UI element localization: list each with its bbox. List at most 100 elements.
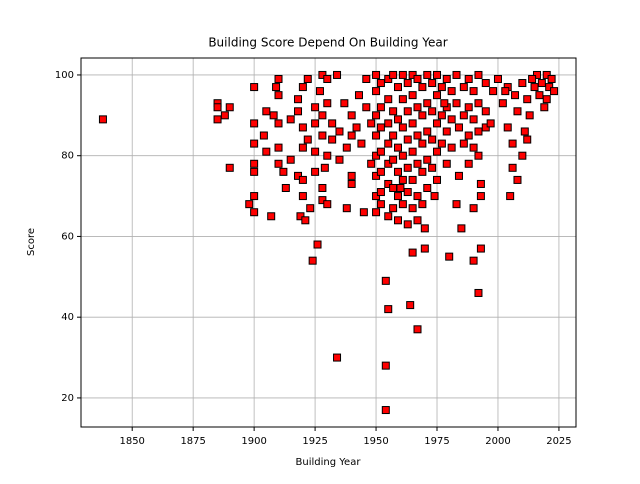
point (225, 163, 234, 172)
point (296, 212, 305, 221)
point (428, 135, 437, 144)
point (420, 224, 429, 233)
point (274, 91, 283, 100)
point (408, 70, 417, 79)
point (298, 192, 307, 201)
point (303, 135, 312, 144)
point (418, 200, 427, 209)
point (408, 204, 417, 213)
point (372, 192, 381, 201)
point (518, 79, 527, 88)
point (398, 70, 407, 79)
point (384, 119, 393, 128)
y-tick-label: 60 (61, 231, 74, 242)
point (408, 119, 417, 128)
point (474, 288, 483, 297)
point (493, 74, 502, 83)
point (452, 70, 461, 79)
point (489, 87, 498, 96)
point (454, 171, 463, 180)
point (532, 70, 541, 79)
point (528, 74, 537, 83)
point (318, 183, 327, 192)
point (389, 131, 398, 140)
point (384, 179, 393, 188)
x-tick-label: 2000 (485, 436, 510, 447)
point (376, 103, 385, 112)
point (459, 139, 468, 148)
point (381, 276, 390, 285)
point (503, 123, 512, 132)
point (423, 127, 432, 136)
point (518, 151, 527, 160)
point (413, 131, 422, 140)
point (398, 151, 407, 160)
point (318, 131, 327, 140)
point (393, 216, 402, 225)
point (320, 163, 329, 172)
point (313, 240, 322, 249)
point (442, 127, 451, 136)
point (372, 171, 381, 180)
point (274, 159, 283, 168)
x-tick-label: 1950 (363, 436, 388, 447)
point (447, 143, 456, 152)
point (469, 115, 478, 124)
point (474, 99, 483, 108)
point (437, 83, 446, 92)
point (384, 139, 393, 148)
point (213, 115, 222, 124)
point (437, 111, 446, 120)
point (220, 111, 229, 120)
point (452, 200, 461, 209)
point (323, 74, 332, 83)
point (418, 139, 427, 148)
point (420, 244, 429, 253)
point (423, 70, 432, 79)
point (508, 163, 517, 172)
x-tick-label: 1900 (241, 436, 266, 447)
point (545, 83, 554, 92)
point (250, 192, 259, 201)
point (311, 119, 320, 128)
point (354, 91, 363, 100)
point (323, 200, 332, 209)
point (440, 99, 449, 108)
point (423, 183, 432, 192)
point (469, 87, 478, 96)
point (457, 224, 466, 233)
point (372, 208, 381, 217)
point (389, 204, 398, 213)
point (447, 115, 456, 124)
point (433, 70, 442, 79)
point (272, 83, 281, 92)
point (269, 111, 278, 120)
point (274, 74, 283, 83)
point (298, 143, 307, 152)
point (537, 79, 546, 88)
point (445, 252, 454, 261)
y-tick-label: 100 (55, 70, 74, 81)
point (481, 79, 490, 88)
point (393, 143, 402, 152)
point (408, 175, 417, 184)
point (408, 91, 417, 100)
point (418, 167, 427, 176)
point (433, 147, 442, 156)
point (428, 163, 437, 172)
point (340, 99, 349, 108)
point (540, 103, 549, 112)
y-axis-label: Score (26, 228, 37, 256)
point (318, 196, 327, 205)
point (428, 107, 437, 116)
point (452, 99, 461, 108)
point (308, 256, 317, 265)
point (403, 188, 412, 197)
point (384, 305, 393, 314)
point (376, 147, 385, 156)
point (459, 83, 468, 92)
point (481, 123, 490, 132)
point (298, 83, 307, 92)
point (376, 200, 385, 209)
point (311, 167, 320, 176)
